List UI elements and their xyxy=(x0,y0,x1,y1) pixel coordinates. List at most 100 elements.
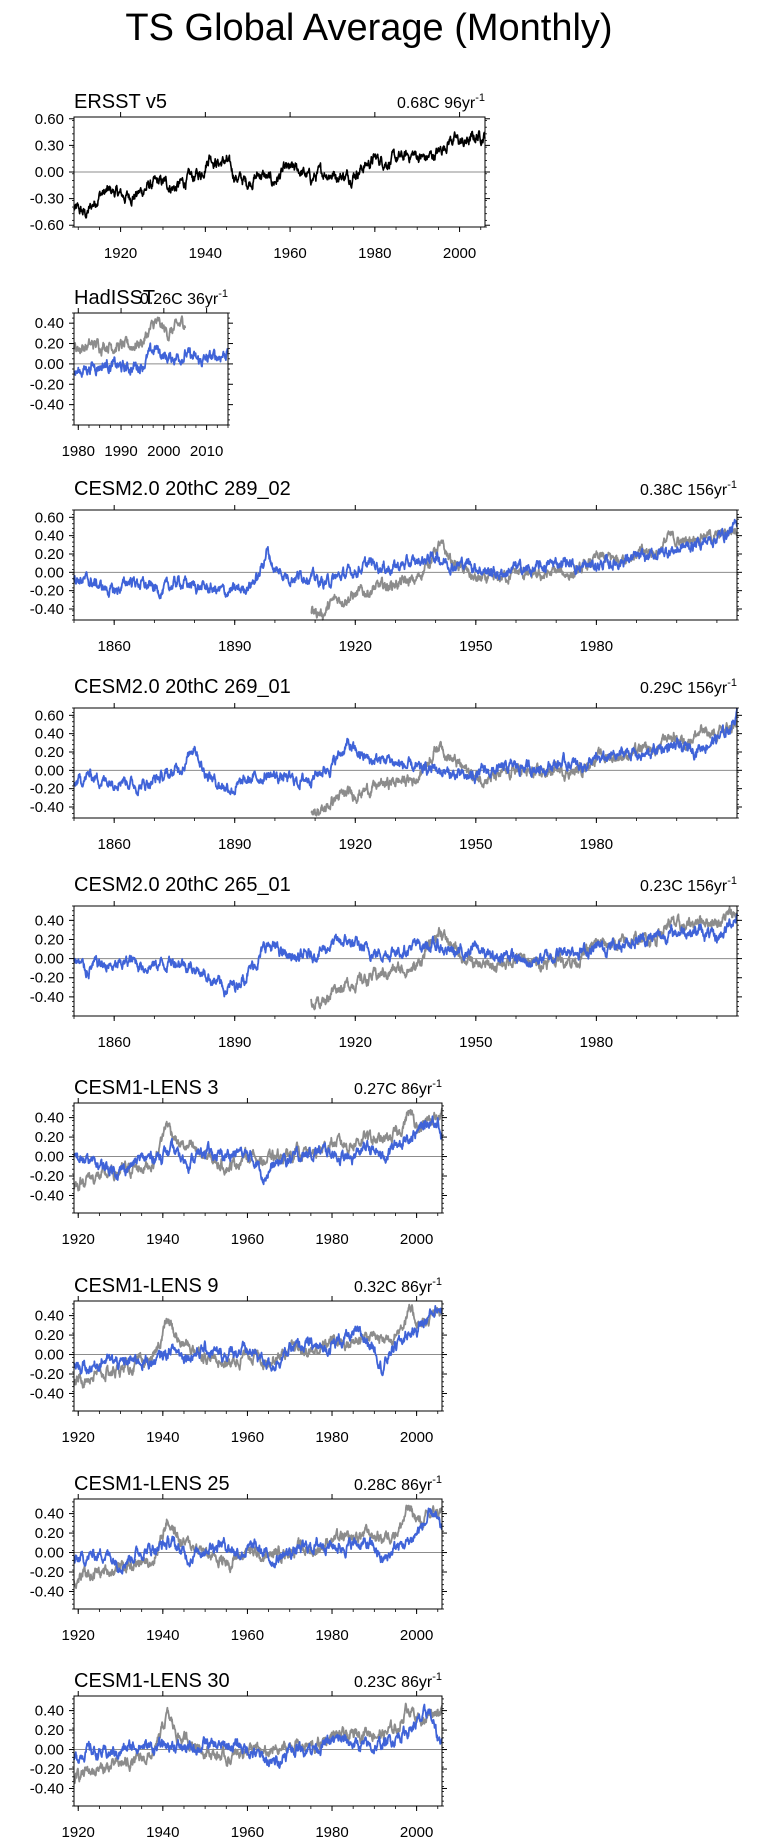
y-tick-label: -0.30 xyxy=(30,191,64,208)
y-tick-label: -0.40 xyxy=(30,601,64,618)
y-tick-label: 0.40 xyxy=(35,315,64,332)
x-tick-label: 2000 xyxy=(400,1231,433,1248)
series-line-model xyxy=(73,518,738,600)
plot-frame xyxy=(73,1498,443,1610)
y-tick-label: -0.20 xyxy=(30,1761,64,1778)
y-tick-label: -0.20 xyxy=(30,376,64,393)
x-tick-label: 1950 xyxy=(459,836,492,853)
trend-exponent: -1 xyxy=(432,1671,442,1683)
panel-cesm2_289: -0.40-0.20 0.000.200.40 0.60 1860 1890 1920 19… xyxy=(30,478,742,655)
panel-lens3: -0.40 -0.20 0.00 0.20 0.40 1920 1940 1960 1980 20… xyxy=(30,1077,447,1248)
y-tick-label: 0.00 xyxy=(35,1742,64,1759)
series-line-observed xyxy=(73,1303,443,1389)
y-tick-label: 0.20 xyxy=(35,1327,64,1344)
trend-exponent: -1 xyxy=(432,1276,442,1288)
panel-title: CESM1-LENS 9 xyxy=(74,1275,219,1297)
x-tick-label: 1950 xyxy=(459,638,492,655)
x-tick-label: 1890 xyxy=(218,836,251,853)
series-line-model xyxy=(73,1305,443,1377)
series-line-observed xyxy=(310,527,738,621)
x-tick-label: 1960 xyxy=(231,1429,264,1446)
plot-frame xyxy=(73,1300,443,1412)
trend-label: 0.23C 86yr-1 xyxy=(354,1671,442,1691)
x-tick-label: 1980 xyxy=(315,1824,348,1841)
series-line-observed xyxy=(73,1107,443,1192)
trend-exponent: -1 xyxy=(475,92,485,104)
y-tick-label: 0.40 xyxy=(35,1506,64,1523)
x-tick-label: 2000 xyxy=(443,245,476,262)
x-tick-label: 2000 xyxy=(400,1627,433,1644)
trend-exponent: -1 xyxy=(727,875,737,887)
x-tick-label: 1920 xyxy=(62,1429,95,1446)
trend-exponent: -1 xyxy=(432,1474,442,1486)
plot-frame xyxy=(73,1695,443,1807)
x-tick-label: 2000 xyxy=(400,1824,433,1841)
x-tick-label: 1920 xyxy=(62,1231,95,1248)
y-tick-label: 0.00 xyxy=(35,1347,64,1364)
x-tick-label: 1940 xyxy=(146,1824,179,1841)
x-tick-label: 2000 xyxy=(147,443,180,460)
trend-label: 0.29C 156yr-1 xyxy=(640,677,737,697)
x-tick-label: 2000 xyxy=(400,1429,433,1446)
panel-title: CESM2.0 20thC 289_02 xyxy=(74,478,291,500)
y-tick-label: 0.00 xyxy=(35,1149,64,1166)
x-tick-label: 1960 xyxy=(231,1824,264,1841)
y-tick-label: 0.00 xyxy=(35,762,64,779)
series-line-model xyxy=(73,1115,443,1186)
series-line-observed xyxy=(73,1702,443,1785)
x-tick-label: 1860 xyxy=(97,1034,130,1051)
panel-hadisst: -0.40 -0.20 0.00 0.20 0.40 1980 1990 2000 2010 Ha… xyxy=(30,287,233,460)
panel-title: CESM1-LENS 30 xyxy=(74,1670,230,1692)
trend-value: 0.29C 156yr xyxy=(640,680,728,697)
plot-frame xyxy=(73,707,738,819)
x-tick-label: 1860 xyxy=(97,836,130,853)
series-line-model xyxy=(73,342,229,378)
series-line-model xyxy=(73,913,738,998)
y-tick-label: 0.00 xyxy=(35,356,64,373)
series-line-observed xyxy=(73,1504,443,1590)
y-tick-label: 0.20 xyxy=(35,546,64,563)
panel-title: CESM1-LENS 25 xyxy=(74,1473,230,1495)
trend-label: 0.26C 36yr-1 xyxy=(140,288,228,308)
x-tick-label: 1980 xyxy=(315,1231,348,1248)
trend-exponent: -1 xyxy=(218,288,228,300)
x-tick-label: 1960 xyxy=(231,1231,264,1248)
trend-value: 0.28C 86yr xyxy=(354,1477,433,1494)
x-tick-label: 1980 xyxy=(580,638,613,655)
y-tick-label: -0.20 xyxy=(30,970,64,987)
plot-frame xyxy=(73,1102,443,1214)
panel-title: CESM2.0 20thC 265_01 xyxy=(74,874,291,896)
panel-title: HadISST xyxy=(74,287,155,309)
x-tick-label: 2010 xyxy=(190,443,223,460)
y-tick-label: 0.20 xyxy=(35,1722,64,1739)
y-tick-label: 0.20 xyxy=(35,744,64,761)
panel-lens25: -0.40 -0.20 0.00 0.20 0.40 1920 1940 1960 1980 20… xyxy=(30,1473,447,1644)
x-tick-label: 1860 xyxy=(97,638,130,655)
y-tick-label: 0.00 xyxy=(35,564,64,581)
x-tick-label: 1980 xyxy=(315,1627,348,1644)
y-tick-label: 0.00 xyxy=(35,951,64,968)
panel-lens9: -0.40 -0.20 0.00 0.20 0.40 1920 1940 1960 1980 20… xyxy=(30,1275,447,1446)
panel-ersst: -0.60 -0.30 0.00 0.30 0.60 1920 1940 1960 1980 20… xyxy=(30,91,490,262)
figure-title: TS Global Average (Monthly) xyxy=(125,7,612,49)
y-tick-label: 0.20 xyxy=(35,336,64,353)
x-tick-label: 1920 xyxy=(339,1034,372,1051)
y-tick-label: 0.00 xyxy=(35,1545,64,1562)
x-tick-label: 1980 xyxy=(62,443,95,460)
trend-label: 0.38C 156yr-1 xyxy=(640,479,737,499)
y-tick-label: 0.00 xyxy=(35,164,64,181)
trend-exponent: -1 xyxy=(432,1078,442,1090)
y-tick-label: -0.40 xyxy=(30,1385,64,1402)
y-tick-label: -0.40 xyxy=(30,799,64,816)
y-tick-label: -0.20 xyxy=(30,583,64,600)
x-tick-label: 1960 xyxy=(231,1627,264,1644)
panel-title: CESM2.0 20thC 269_01 xyxy=(74,676,291,698)
series-line-observed xyxy=(73,315,187,357)
trend-exponent: -1 xyxy=(727,677,737,689)
trend-label: 0.23C 156yr-1 xyxy=(640,875,737,895)
trend-label: 0.68C 96yr-1 xyxy=(397,92,485,112)
trend-value: 0.32C 86yr xyxy=(354,1279,433,1296)
y-tick-label: -0.20 xyxy=(30,1564,64,1581)
y-tick-label: -0.40 xyxy=(30,989,64,1006)
panel-cesm2_269: -0.40-0.20 0.000.200.40 0.60 1860 1890 1920 19… xyxy=(30,676,742,853)
